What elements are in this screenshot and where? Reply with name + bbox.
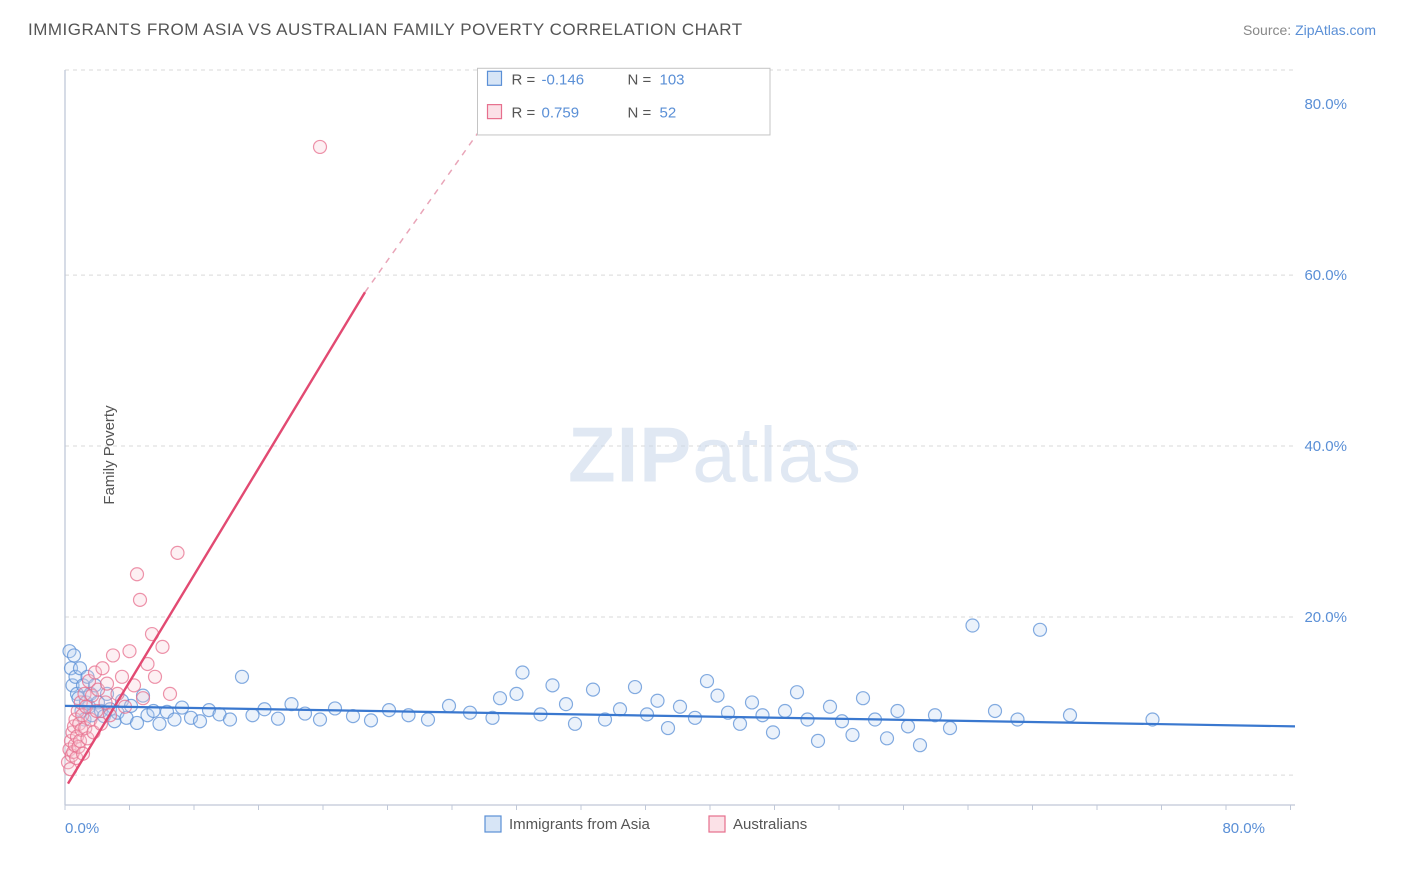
svg-text:N =: N =: [628, 71, 652, 88]
svg-text:0.0%: 0.0%: [65, 820, 99, 837]
svg-text:103: 103: [660, 71, 685, 88]
source-credit: Source: ZipAtlas.com: [1243, 22, 1376, 38]
chart-title: IMMIGRANTS FROM ASIA VS AUSTRALIAN FAMIL…: [28, 20, 743, 40]
svg-text:52: 52: [660, 105, 677, 122]
y-axis-label: Family Poverty: [101, 405, 118, 504]
svg-text:80.0%: 80.0%: [1304, 96, 1347, 113]
svg-text:-0.146: -0.146: [542, 71, 585, 88]
svg-text:40.0%: 40.0%: [1304, 438, 1347, 455]
svg-text:N =: N =: [628, 105, 652, 122]
source-value: ZipAtlas.com: [1295, 22, 1376, 38]
svg-text:R =: R =: [512, 105, 536, 122]
svg-text:20.0%: 20.0%: [1304, 609, 1347, 626]
svg-text:60.0%: 60.0%: [1304, 267, 1347, 284]
svg-text:80.0%: 80.0%: [1222, 820, 1265, 837]
svg-text:0.759: 0.759: [542, 105, 580, 122]
source-label: Source:: [1243, 22, 1291, 38]
svg-text:Australians: Australians: [733, 816, 807, 833]
scatter-chart: Family Poverty ZIPatlas 20.0%40.0%60.0%8…: [50, 60, 1380, 850]
svg-text:R =: R =: [512, 71, 536, 88]
svg-text:Immigrants from Asia: Immigrants from Asia: [509, 816, 651, 833]
plot-svg: 20.0% 40.0% 60.0% 80.0% 0.0% 80.0% R = -0.146 N …: [50, 60, 1380, 850]
